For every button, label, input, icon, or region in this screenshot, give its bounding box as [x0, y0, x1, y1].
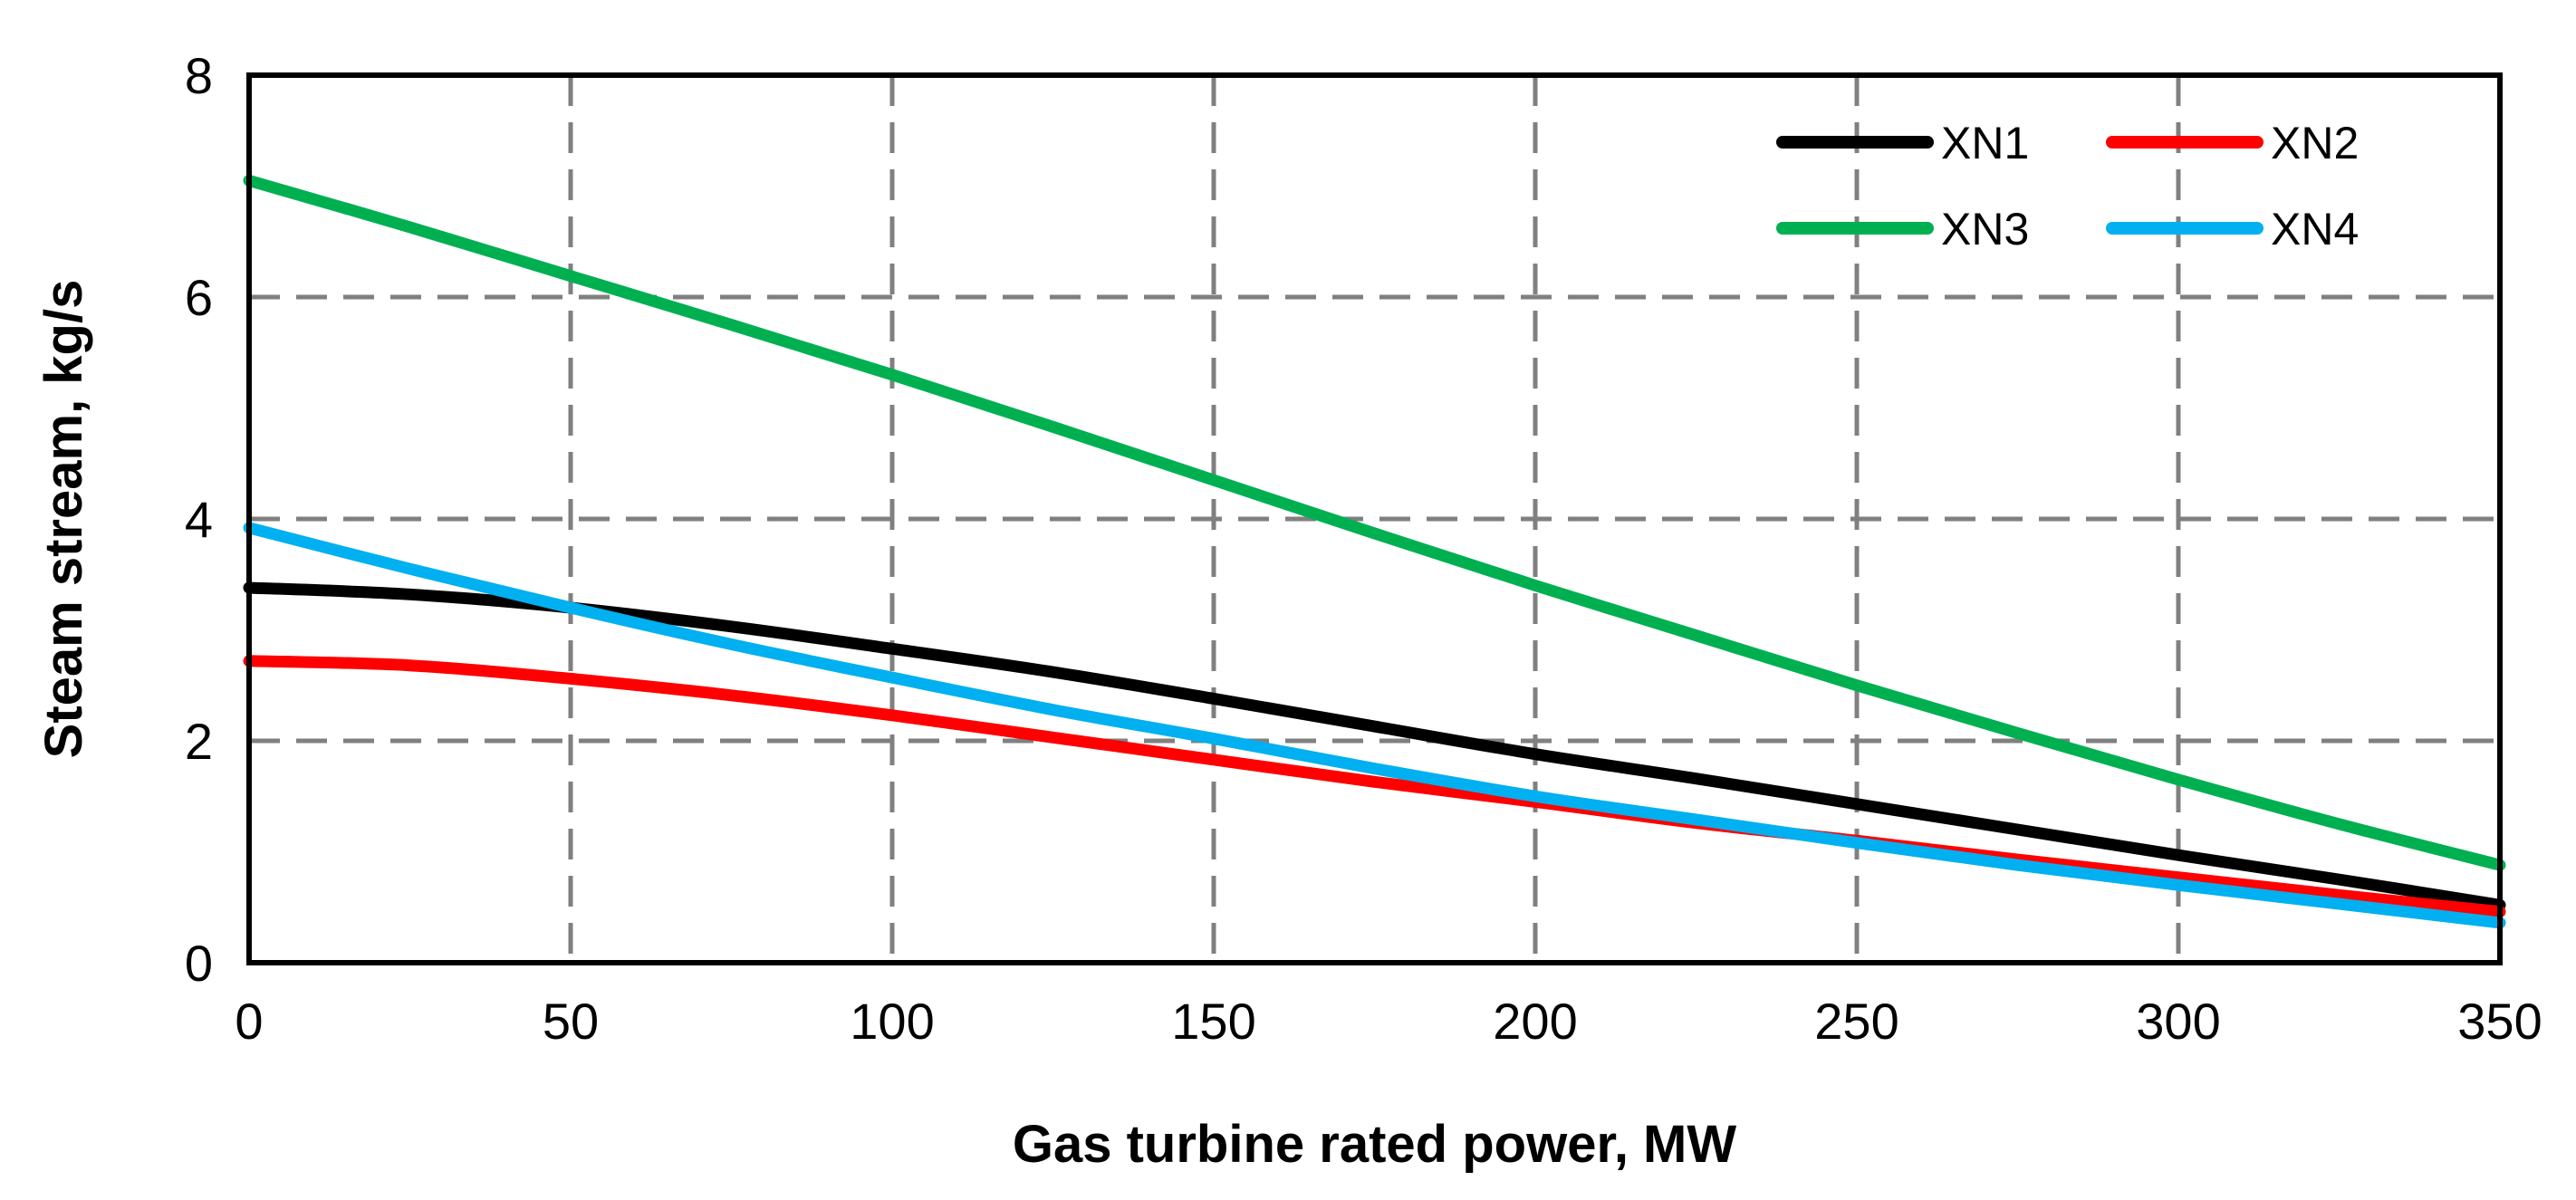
x-tick-label: 100: [850, 993, 934, 1050]
y-tick-label: 0: [185, 935, 213, 992]
y-tick-label: 6: [185, 269, 213, 326]
x-tick-label: 150: [1171, 993, 1255, 1050]
legend: XN1 XN2 XN3 XN4: [1776, 118, 2359, 254]
series-line-xn4: [243, 522, 2506, 929]
y-tick-label: 8: [185, 47, 213, 104]
legend-label-xn2: XN2: [2271, 118, 2359, 168]
x-tick-label: 300: [2136, 993, 2220, 1050]
x-tick-label: 50: [543, 993, 599, 1050]
y-tick-label: 2: [185, 713, 213, 770]
series-lines: [243, 174, 2506, 929]
x-tick-label: 200: [1493, 993, 1577, 1050]
x-tick-label: 0: [235, 993, 263, 1050]
tick-labels: 0 50 100 150 200 250 300 350 0 2 4 6 8: [185, 47, 2542, 1050]
series-line-xn1: [243, 581, 2506, 911]
x-tick-label: 250: [1814, 993, 1898, 1050]
y-tick-label: 4: [185, 491, 213, 548]
legend-label-xn1: XN1: [1941, 118, 2029, 168]
plot-area-frame: [246, 72, 2503, 965]
y-axis-title: Steam stream, kg/s: [34, 280, 93, 759]
x-tick-label: 350: [2457, 993, 2542, 1050]
legend-label-xn4: XN4: [2271, 204, 2359, 254]
series-line-xn2: [243, 655, 2506, 918]
legend-label-xn3: XN3: [1941, 204, 2029, 254]
x-axis-title: Gas turbine rated power, MW: [1013, 1115, 1736, 1174]
gridlines: [249, 75, 2500, 963]
series-line-xn3: [243, 174, 2506, 871]
